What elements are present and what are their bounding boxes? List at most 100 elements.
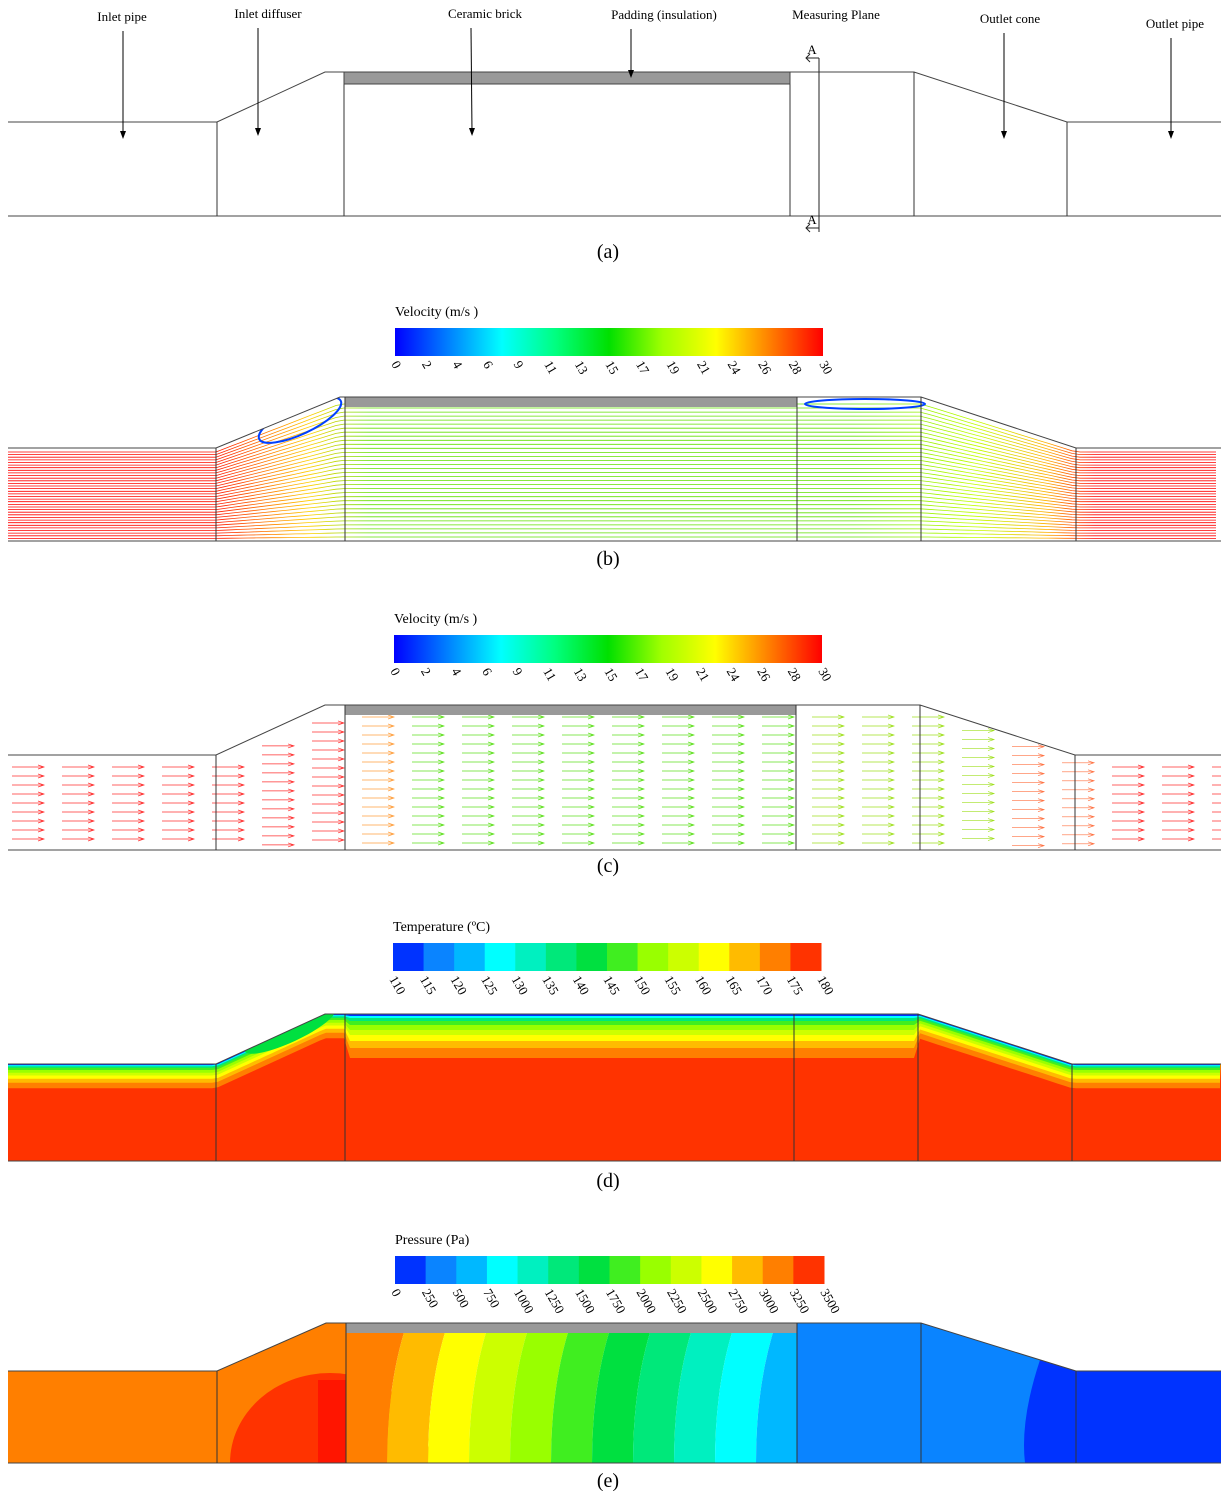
vector	[712, 751, 744, 755]
vector	[262, 807, 294, 811]
vector	[962, 801, 994, 805]
colorbar-tick-label: 250	[419, 1286, 442, 1310]
colorbar-segment	[638, 943, 669, 971]
vector	[1112, 792, 1144, 796]
colorbar-tick-label: 1250	[542, 1286, 568, 1316]
vector	[12, 765, 44, 769]
vector	[762, 724, 794, 728]
colorbar	[395, 328, 823, 356]
vector	[912, 787, 944, 791]
vector	[662, 778, 694, 782]
vector	[812, 841, 844, 845]
colorbar-tick-label: 145	[600, 973, 623, 997]
vector	[612, 760, 644, 764]
vector	[412, 760, 444, 764]
vector	[412, 778, 444, 782]
vector	[512, 796, 544, 800]
colorbar-segment	[395, 1256, 426, 1284]
padding	[345, 705, 796, 715]
colorbar-segment	[640, 1256, 671, 1284]
vector	[712, 769, 744, 773]
vector	[712, 787, 744, 791]
vector	[662, 841, 694, 845]
vector	[512, 787, 544, 791]
vector	[562, 787, 594, 791]
caption: (a)	[597, 241, 619, 263]
vector	[1162, 774, 1194, 778]
vector	[112, 837, 144, 841]
colorbar-tick-label: 6	[479, 665, 495, 679]
colorbar-tick-label: 11	[540, 665, 559, 683]
vector	[712, 742, 744, 746]
colorbar-tick-label: 21	[694, 358, 713, 377]
vector	[812, 796, 844, 800]
vector	[512, 778, 544, 782]
vector	[862, 841, 894, 845]
vector	[312, 748, 344, 752]
colorbar-segment	[763, 1256, 794, 1284]
colorbar-tick-label: 125	[478, 973, 501, 997]
vector	[762, 823, 794, 827]
vector	[312, 829, 344, 833]
vector	[462, 760, 494, 764]
colorbar-tick-label: 28	[785, 665, 804, 684]
colorbar-segment	[760, 943, 791, 971]
vector	[812, 769, 844, 773]
vector	[1112, 828, 1144, 832]
vector	[662, 760, 694, 764]
colorbar-tick-label: 1500	[572, 1286, 598, 1316]
colorbar-tick-label: 13	[572, 358, 591, 377]
vector	[312, 811, 344, 815]
vector	[12, 783, 44, 787]
colorbar-tick-label: 24	[724, 665, 744, 684]
streamline	[8, 537, 1216, 538]
vector	[612, 814, 644, 818]
colorbar-tick-label: 26	[754, 665, 774, 684]
vector	[1112, 774, 1144, 778]
vector	[1162, 828, 1194, 832]
vector	[912, 751, 944, 755]
caption: (c)	[597, 855, 619, 877]
streamline	[8, 529, 1216, 533]
vector	[462, 724, 494, 728]
vector	[212, 801, 244, 805]
vector	[762, 733, 794, 737]
colorbar-segment	[668, 943, 699, 971]
vector	[312, 820, 344, 824]
vector	[362, 823, 394, 827]
vector	[1212, 774, 1221, 778]
vector	[1012, 844, 1044, 848]
vector	[712, 805, 744, 809]
vectors	[12, 715, 1221, 848]
vector	[512, 805, 544, 809]
vector	[12, 819, 44, 823]
vector	[212, 783, 244, 787]
vector	[962, 828, 994, 832]
vector	[162, 819, 194, 823]
vector	[112, 783, 144, 787]
vector	[312, 721, 344, 725]
vector	[462, 832, 494, 836]
pointer-arrow	[471, 28, 472, 132]
colorbar-tick-label: 160	[692, 973, 715, 997]
vector	[62, 837, 94, 841]
vector	[262, 789, 294, 793]
vector	[162, 801, 194, 805]
colorbar-tick-label: 130	[509, 973, 532, 997]
colorbar-tick-label: 15	[601, 665, 620, 684]
colorbar-tick-label: 17	[633, 358, 653, 377]
vector	[662, 787, 694, 791]
component-label: Ceramic brick	[448, 6, 522, 21]
vector	[1112, 765, 1144, 769]
vector	[612, 823, 644, 827]
vector	[862, 796, 894, 800]
caption: (b)	[596, 548, 619, 570]
vector	[112, 819, 144, 823]
pressure-field	[8, 1323, 1221, 1491]
vector	[762, 805, 794, 809]
colorbar-tick-label: 24	[725, 358, 745, 377]
vector	[1112, 783, 1144, 787]
colorbar-title: Temperature (ºC)	[393, 920, 490, 935]
vector	[962, 783, 994, 787]
vector	[462, 715, 494, 719]
